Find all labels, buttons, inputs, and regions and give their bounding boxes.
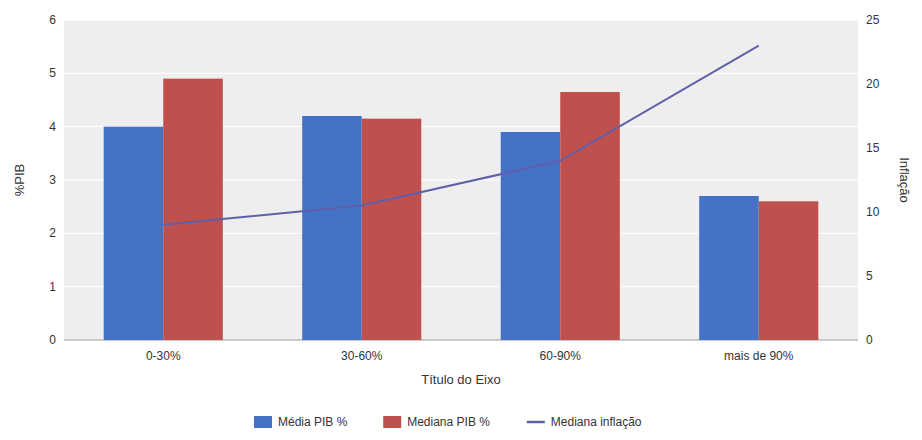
- legend-swatch: [254, 416, 272, 428]
- bar: [302, 116, 362, 340]
- y2-axis-title: Inflação: [897, 157, 912, 203]
- y2-tick-label: 15: [866, 141, 880, 155]
- legend-label: Mediana inflação: [551, 415, 642, 429]
- x-tick-label: 0-30%: [146, 349, 181, 363]
- y2-tick-label: 0: [866, 333, 873, 347]
- plot-background: [64, 20, 858, 340]
- bar: [759, 201, 819, 340]
- y-tick-label: 0: [49, 333, 56, 347]
- x-tick-label: 60-90%: [540, 349, 582, 363]
- bar: [362, 119, 422, 340]
- bar: [560, 92, 620, 340]
- bar: [163, 79, 223, 340]
- y-axis-title: %PIB: [12, 164, 27, 197]
- bar: [104, 127, 164, 340]
- grid-line: [64, 20, 858, 21]
- chart: 0 1 2 3 4 5 6 0 5 10 15 20 25 0-30% 30-60% 60-90% mais d…: [0, 0, 922, 440]
- legend-swatch: [383, 416, 401, 428]
- chart-container: 0 1 2 3 4 5 6 0 5 10 15 20 25 0-30% 30-60% 60-90% mais d…: [0, 0, 922, 440]
- y-tick-label: 2: [49, 226, 56, 240]
- marks: [104, 46, 819, 340]
- y-tick-label: 1: [49, 280, 56, 294]
- y2-tick-label: 20: [866, 77, 880, 91]
- x-axis-title: Título do Eixo: [421, 372, 501, 387]
- y-tick-label: 4: [49, 120, 56, 134]
- legend: Média PIB % Mediana PIB % Mediana inflação: [254, 415, 642, 429]
- y-tick-label: 3: [49, 173, 56, 187]
- grid: [64, 20, 858, 340]
- x-tick-label: 30-60%: [341, 349, 383, 363]
- legend-label: Mediana PIB %: [407, 415, 490, 429]
- line: [163, 46, 759, 225]
- bar: [699, 196, 759, 340]
- y2-tick-label: 5: [866, 269, 873, 283]
- x-tick-label: mais de 90%: [724, 349, 794, 363]
- legend-swatch: [527, 421, 545, 424]
- y-tick-label: 5: [49, 66, 56, 80]
- y-tick-label: 6: [49, 13, 56, 27]
- grid-line: [64, 73, 858, 74]
- axes: 0 1 2 3 4 5 6 0 5 10 15 20 25 0-30% 30-60% 60-90% mais d…: [12, 13, 912, 387]
- legend-label: Média PIB %: [278, 415, 348, 429]
- y2-tick-label: 10: [866, 205, 880, 219]
- y2-tick-label: 25: [866, 13, 880, 27]
